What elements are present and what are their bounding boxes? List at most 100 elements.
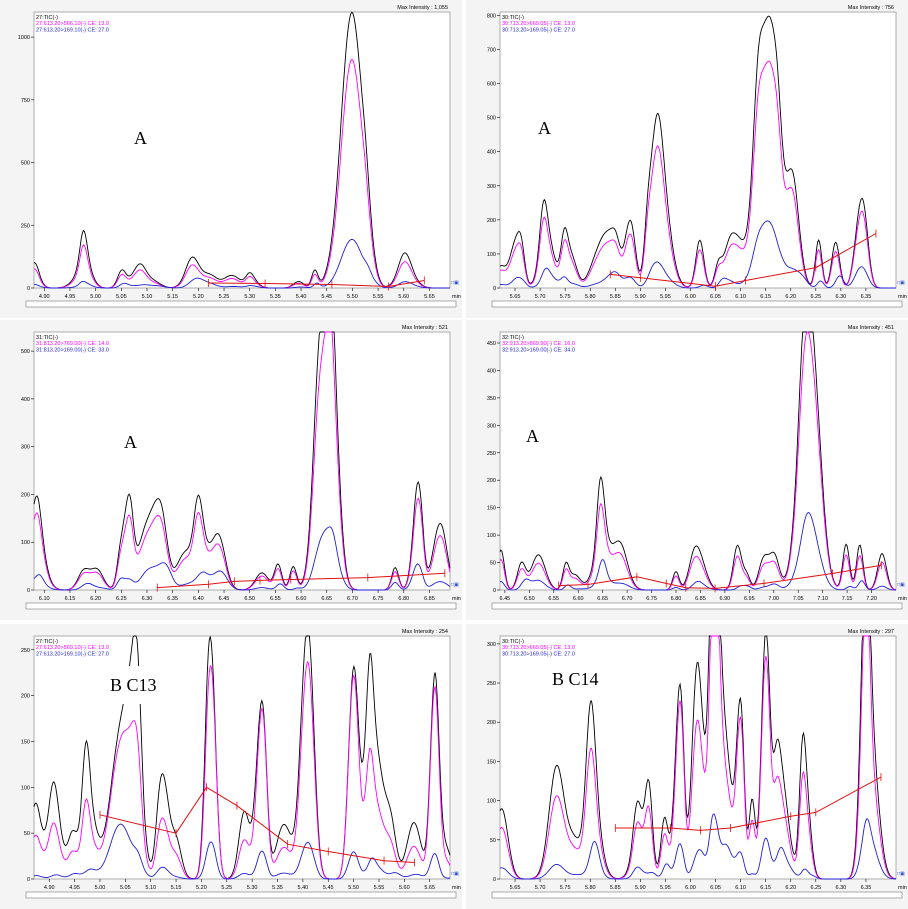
x-tick-label: 5.65 — [424, 885, 435, 891]
y-tick-label: 100 — [21, 785, 30, 791]
panel-label-box — [524, 106, 619, 150]
x-tick-label: 5.30 — [244, 294, 255, 300]
x-tick-label: 5.40 — [298, 885, 309, 891]
y-tick-label: 100 — [487, 252, 496, 258]
x-tick-label: 6.95 — [744, 596, 755, 602]
y-tick-label: 100 — [487, 799, 496, 805]
x-tick-label: 6.15 — [760, 294, 771, 300]
x-tick-label: 5.35 — [272, 885, 283, 891]
y-tick-label: 300 — [487, 423, 496, 429]
chromatogram-panel-2: Max Intensity : 756 30:TIC(-) 30:713.20>66… — [466, 0, 908, 318]
time-scrollbar — [491, 891, 903, 899]
x-tick-label: 7.20 — [866, 596, 877, 602]
x-tick-label: 6.85 — [695, 596, 706, 602]
x-tick-label: 6.50 — [524, 596, 535, 602]
x-tick-label: 6.60 — [573, 596, 584, 602]
x-tick-label: 6.75 — [646, 596, 657, 602]
trace-line-qualifier — [499, 813, 896, 880]
y-tick-label: 400 — [487, 368, 496, 374]
legend-entry: 27:613.20>169.10(-) CE: 27.0 — [36, 27, 109, 33]
y-tick-label: 300 — [487, 184, 496, 190]
y-tick-label: 200 — [487, 720, 496, 726]
x-tick-label: 6.45 — [219, 596, 230, 602]
x-tick-label: 5.65 — [510, 885, 521, 891]
max-intensity-label: Max Intensity : 451 — [848, 325, 894, 331]
legend-entry: 32:913.20>169.00(-) CE: 34.0 — [502, 347, 575, 353]
panel-label: A — [526, 426, 539, 446]
trace-line-qualifier — [33, 526, 451, 591]
x-tick-label: 5.20 — [196, 885, 207, 891]
x-tick-label: 5.25 — [219, 294, 230, 300]
x-tick-label: 6.00 — [685, 294, 696, 300]
view-mode-icons: □▣ — [897, 280, 905, 286]
x-tick-label: 6.10 — [39, 596, 50, 602]
chart-svg: Max Intensity : 1,05527:TIC(-)27:613.20>… — [0, 0, 462, 318]
legend-entry: 27:613.20>169.10(-) CE: 27.0 — [36, 651, 109, 657]
x-tick-label: 5.50 — [347, 294, 358, 300]
legend-entry: 31:813.20>769.00(-) CE: 14.0 — [36, 341, 109, 347]
x-tick-label: 5.85 — [610, 294, 621, 300]
y-tick-label: 200 — [21, 492, 30, 498]
chart-svg: Max Intensity : 254 27:TIC(-)27:613.20>56… — [0, 624, 462, 909]
x-unit-label: min — [898, 596, 907, 602]
y-tick-label: 500 — [21, 349, 30, 355]
plot-area — [33, 11, 451, 289]
time-scrollbar — [25, 602, 457, 610]
panel-label-box — [120, 116, 215, 160]
x-tick-label: 5.60 — [398, 294, 409, 300]
y-tick-label: 250 — [21, 223, 30, 229]
x-tick-label: 5.75 — [560, 885, 571, 891]
trace-line-qualifier — [33, 823, 450, 880]
y-tick-label: 750 — [21, 98, 30, 104]
x-tick-label: 6.35 — [861, 885, 872, 891]
x-tick-label: 5.05 — [120, 885, 131, 891]
x-tick-label: 5.90 — [635, 294, 646, 300]
x-tick-label: 6.30 — [836, 885, 847, 891]
x-tick-label: 6.15 — [65, 596, 76, 602]
x-tick-label: 4.90 — [44, 885, 55, 891]
x-tick-label: 4.95 — [69, 885, 80, 891]
x-tick-label: 6.25 — [810, 294, 821, 300]
y-tick-label: 0 — [27, 877, 30, 883]
integration-baseline — [99, 786, 415, 863]
x-tick-label: 7.05 — [793, 596, 804, 602]
x-tick-label: 6.00 — [685, 885, 696, 891]
chart-svg: Max Intensity : 756 30:TIC(-)30:713.20>66… — [466, 0, 908, 318]
x-tick-label: 6.90 — [720, 596, 731, 602]
trace-line-quantifier — [499, 60, 896, 289]
x-tick-label: 6.40 — [193, 596, 204, 602]
x-tick-label: 5.95 — [660, 885, 671, 891]
x-tick-label: 6.85 — [424, 596, 435, 602]
x-tick-label: 5.65 — [424, 294, 435, 300]
x-tick-label: 5.15 — [167, 294, 178, 300]
y-tick-label: 400 — [21, 397, 30, 403]
x-tick-label: 5.95 — [660, 294, 671, 300]
y-tick-label: 1000 — [18, 35, 30, 41]
x-tick-label: 6.05 — [710, 294, 721, 300]
x-tick-label: 6.25 — [810, 885, 821, 891]
x-tick-label: 6.15 — [760, 885, 771, 891]
panel-label: A — [538, 118, 551, 138]
legend-entry: 32:913.20>869.90(-) CE: 16.0 — [502, 341, 575, 347]
chromatogram-panel-6: Max Intensity : 297 30:TIC(-) 30:713.20>66… — [466, 624, 908, 909]
trace-line-qualifier — [499, 220, 896, 289]
y-tick-label: 0 — [27, 286, 30, 292]
chromatogram-panel-4: Max Intensity : 451 32:TIC(-) 32:913.20>86… — [466, 320, 908, 620]
x-unit-label: min — [452, 885, 461, 891]
x-unit-label: min — [898, 885, 907, 891]
legend-entry: 30:713.20>669.05(-) CE: 13.0 — [502, 21, 575, 27]
x-tick-label: 6.60 — [296, 596, 307, 602]
max-intensity-label: Max Intensity : 297 — [848, 629, 894, 635]
x-tick-label: 6.65 — [321, 596, 332, 602]
x-tick-label: 5.20 — [193, 294, 204, 300]
x-tick-label: 6.80 — [671, 596, 682, 602]
plot-area — [499, 331, 897, 591]
y-tick-label: 200 — [487, 218, 496, 224]
x-tick-label: 6.75 — [373, 596, 384, 602]
y-tick-label: 250 — [487, 451, 496, 457]
x-tick-label: 5.70 — [535, 885, 546, 891]
y-tick-label: 200 — [487, 478, 496, 484]
legend-entry: 30:TIC(-) — [502, 15, 524, 21]
y-tick-label: 350 — [487, 396, 496, 402]
chromatogram-panel-3: Max Intensity : 521 31:TIC(-) 31:813.20>76… — [0, 320, 462, 620]
